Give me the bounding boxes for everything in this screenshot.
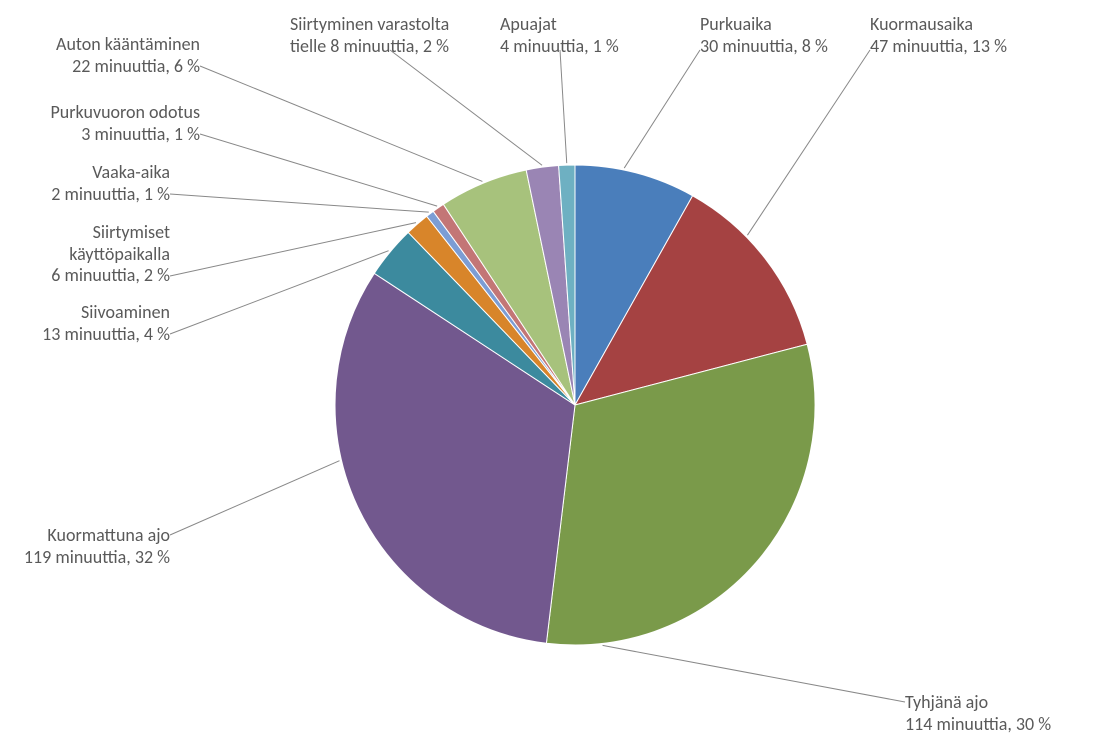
leader-line <box>560 50 567 163</box>
leader-line <box>624 50 700 168</box>
pie-slice-label: Apuajat 4 minuuttia, 1 % <box>500 14 619 57</box>
leader-line <box>200 134 437 206</box>
pie-slice-label: Purkuaika 30 minuuttia, 8 % <box>700 14 828 57</box>
pie-slice-label: Siirtymiset käyttöpaikalla 6 minuuttia, … <box>51 222 170 287</box>
pie-slice-label: Purkuvuoron odotus 3 minuuttia, 1 % <box>51 102 201 145</box>
pie-slice-label: Siirtyminen varastolta tielle 8 minuutti… <box>290 14 449 57</box>
pie-slice-label: Kuormausaika 47 minuuttia, 13 % <box>870 14 1007 57</box>
leader-line <box>390 50 542 165</box>
pie-slice-label: Vaaka-aika 2 minuuttia, 1 % <box>51 162 170 205</box>
pie-slice-label: Auton kääntäminen 22 minuuttia, 6 % <box>56 34 200 77</box>
pie-slice-label: Tyhjänä ajo 114 minuuttia, 30 % <box>905 692 1051 735</box>
pie-slice-label: Siivoaminen 13 minuuttia, 4 % <box>42 302 170 345</box>
pie-slice-label: Kuormattuna ajo 119 minuuttia, 32 % <box>24 525 170 568</box>
leader-line <box>200 66 482 181</box>
leader-line <box>747 50 870 235</box>
leader-line <box>170 461 339 535</box>
pie-chart-container: Purkuaika 30 minuuttia, 8 % Kuormausaika … <box>0 0 1105 750</box>
leader-line <box>603 645 905 702</box>
leader-line <box>170 194 429 212</box>
